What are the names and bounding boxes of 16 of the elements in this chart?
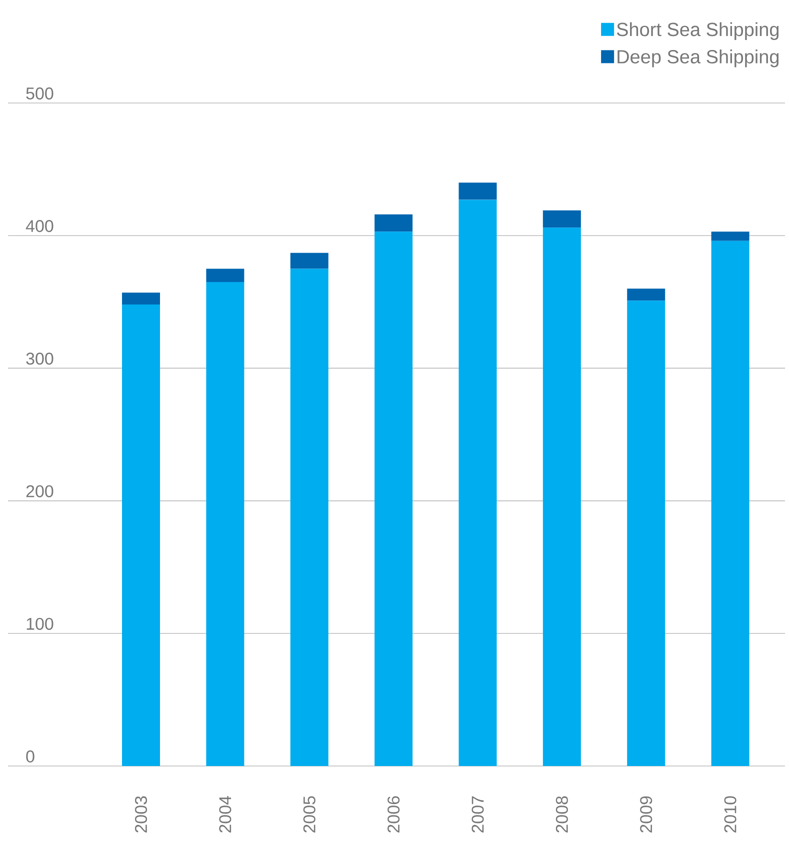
- x-tick-label: 2009: [640, 796, 652, 832]
- x-tick-label: 2003: [134, 796, 148, 832]
- y-tick-label: 400: [26, 220, 54, 232]
- x-tick-label: 2005: [303, 796, 316, 832]
- y-tick-label: 500: [26, 87, 54, 100]
- y-tick-label: 100: [26, 618, 54, 630]
- y-tick-label: 300: [26, 352, 54, 365]
- y-tick-label: 200: [26, 485, 54, 498]
- x-tick-label: 2006: [388, 796, 400, 832]
- legend-label: Deep Sea Shipping: [618, 50, 779, 68]
- x-tick-label: 2010: [724, 796, 736, 832]
- x-tick-label: 2007: [472, 796, 484, 832]
- legend-label: Short Sea Shipping: [616, 22, 779, 40]
- y-tick-label: 0: [26, 750, 34, 762]
- x-tick-label: 2008: [556, 796, 568, 832]
- x-tick-label: 2004: [219, 796, 232, 832]
